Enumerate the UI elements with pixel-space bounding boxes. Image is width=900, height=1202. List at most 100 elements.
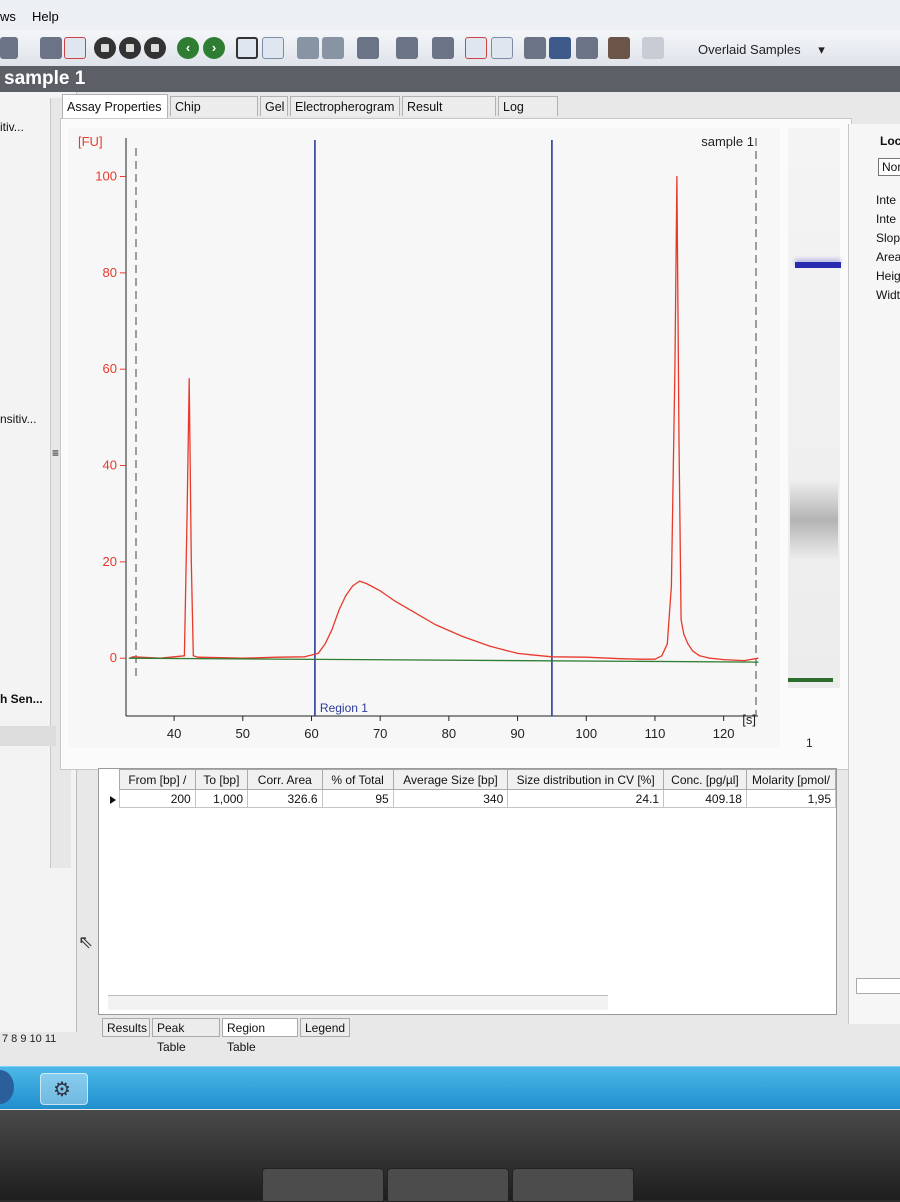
right-item-3: Slope bbox=[876, 231, 900, 245]
series-1-point-46 bbox=[743, 660, 745, 662]
series-line-2 bbox=[129, 657, 759, 663]
col-corr-area[interactable]: Corr. Area bbox=[247, 769, 323, 790]
cell-percent-total: 95 bbox=[321, 789, 394, 808]
monitor-button-2[interactable] bbox=[387, 1168, 509, 1202]
left-selected-row[interactable] bbox=[0, 726, 56, 746]
left-item-3[interactable]: h Sen... bbox=[0, 692, 43, 706]
monitor-button-1[interactable] bbox=[262, 1168, 384, 1202]
overlaid-samples-label: Overlaid Samples bbox=[698, 42, 801, 57]
cell-from: 200 bbox=[119, 789, 196, 808]
y-tick-label-40: 40 bbox=[103, 458, 117, 473]
hand-tool-icon[interactable] bbox=[396, 37, 418, 59]
tab-assay-properties[interactable]: Assay Properties bbox=[62, 94, 168, 118]
cell-molarity: 1,95 bbox=[745, 789, 837, 808]
monitor-button-3[interactable] bbox=[512, 1168, 634, 1202]
left-item-2[interactable]: nsitiv... bbox=[0, 412, 37, 426]
tab-region-table[interactable]: Region Table bbox=[222, 1018, 298, 1054]
chip-icon[interactable] bbox=[549, 37, 571, 59]
pause-icon[interactable] bbox=[119, 37, 141, 59]
toolbar-electropherogram-icon[interactable] bbox=[64, 37, 86, 59]
sort-icon: / bbox=[183, 772, 187, 787]
series-1-point-12 bbox=[317, 652, 319, 655]
toolbar-app-icon[interactable] bbox=[0, 37, 18, 59]
tab-peak-table[interactable]: Peak Table bbox=[152, 1018, 220, 1054]
col-average-size[interactable]: Average Size [bp] bbox=[392, 769, 509, 790]
overlay-icon[interactable] bbox=[642, 37, 664, 59]
series-1-point-33 bbox=[661, 655, 663, 657]
y-axis-label: [FU] bbox=[78, 134, 103, 149]
tab-gel[interactable]: Gel bbox=[260, 96, 288, 116]
taskbar-app-icon[interactable] bbox=[40, 1073, 88, 1105]
x-tick-label-120: 120 bbox=[713, 726, 735, 741]
series-1-point-6 bbox=[190, 561, 192, 563]
tab-results[interactable]: Results bbox=[102, 1018, 150, 1037]
table-horizontal-scrollbar[interactable] bbox=[108, 995, 608, 1010]
overlaid-samples-dropdown[interactable]: Overlaid Samples ▾ bbox=[698, 42, 825, 58]
gel-lane-label: 1 bbox=[806, 736, 813, 750]
series-1-point-28 bbox=[551, 656, 553, 658]
col-concentration[interactable]: Conc. [pg/µl] bbox=[663, 769, 747, 790]
menu-windows[interactable]: ws bbox=[0, 9, 16, 24]
forward-arrow-icon[interactable]: › bbox=[203, 37, 225, 59]
region-table-grid: From [bp] / To [bp] Corr. Area % of Tota… bbox=[119, 769, 837, 808]
zoom-in-icon[interactable] bbox=[297, 37, 319, 59]
gel-upper-marker-band bbox=[795, 262, 841, 268]
series-1-point-14 bbox=[331, 628, 333, 630]
y-tick-label-80: 80 bbox=[103, 265, 117, 280]
table-row[interactable]: 200 1,000 326.6 95 340 24.1 409.18 1,95 bbox=[119, 789, 837, 808]
series-1-point-43 bbox=[699, 655, 701, 657]
area-icon[interactable] bbox=[491, 37, 513, 59]
region-marker-label-1: Region 1 bbox=[320, 701, 368, 715]
x-tick-label-60: 60 bbox=[304, 726, 318, 741]
y-tick-label-60: 60 bbox=[103, 361, 117, 376]
series-1-point-3 bbox=[183, 655, 185, 657]
left-item-1[interactable]: itiv... bbox=[0, 120, 24, 134]
series-1-point-10 bbox=[276, 656, 278, 658]
x-axis-label: [s] bbox=[742, 712, 756, 727]
right-item-6: Width bbox=[876, 288, 900, 302]
tab-legend[interactable]: Legend bbox=[300, 1018, 350, 1037]
y-tick-label-20: 20 bbox=[103, 554, 117, 569]
baseline-icon[interactable] bbox=[465, 37, 487, 59]
table-grid-icon[interactable] bbox=[524, 37, 546, 59]
electropherogram-chart[interactable]: 0 20 40 60 80 100 40 50 60 70 80 90 100 110 120 [FU] [s]… bbox=[68, 128, 780, 748]
series-1-point-42 bbox=[692, 650, 694, 652]
col-from[interactable]: From [bp] / bbox=[119, 769, 196, 790]
grid-view-icon[interactable] bbox=[262, 37, 284, 59]
series-1-point-7 bbox=[192, 655, 194, 657]
scroll-grip-icon[interactable]: ≡ bbox=[52, 446, 60, 460]
page-numbers[interactable]: 7 8 9 10 11 bbox=[2, 1033, 57, 1045]
toolbar-list-icon[interactable] bbox=[40, 37, 62, 59]
start-button-icon[interactable] bbox=[0, 1070, 14, 1104]
right-item-4: Area bbox=[876, 250, 900, 264]
series-1-point-4 bbox=[186, 513, 188, 515]
col-to[interactable]: To [bp] bbox=[194, 769, 249, 790]
tab-result-flagging[interactable]: Result Flagging bbox=[402, 96, 496, 134]
right-panel-scrollbar[interactable] bbox=[856, 978, 900, 994]
back-arrow-icon[interactable]: ‹ bbox=[177, 37, 199, 59]
col-percent-total[interactable]: % of Total bbox=[321, 769, 394, 790]
eraser-icon[interactable] bbox=[432, 37, 454, 59]
tab-log-book[interactable]: Log Book bbox=[498, 96, 558, 134]
peak-tool-icon[interactable] bbox=[357, 37, 379, 59]
x-tick-label-110: 110 bbox=[645, 726, 666, 741]
col-molarity[interactable]: Molarity [pmol/ bbox=[745, 769, 837, 790]
export-icon[interactable] bbox=[576, 37, 598, 59]
zoom-reset-icon[interactable] bbox=[322, 37, 344, 59]
settings-icon[interactable] bbox=[608, 37, 630, 59]
series-1-point-22 bbox=[413, 611, 416, 613]
stop-icon[interactable] bbox=[144, 37, 166, 59]
play-icon[interactable] bbox=[94, 37, 116, 59]
cell-to: 1,000 bbox=[194, 789, 249, 808]
col-size-distribution[interactable]: Size distribution in CV [%] bbox=[507, 769, 665, 790]
series-1-point-37 bbox=[676, 175, 678, 178]
taskbar bbox=[0, 1066, 900, 1109]
tab-chip-summary[interactable]: Chip Summary bbox=[170, 96, 258, 134]
tab-electropherogram[interactable]: Electropherogram bbox=[290, 96, 400, 116]
right-panel bbox=[848, 124, 900, 1024]
single-view-icon[interactable] bbox=[236, 37, 258, 59]
right-panel-dropdown[interactable]: Nor bbox=[878, 158, 900, 176]
series-1-point-41 bbox=[687, 643, 689, 645]
menu-help[interactable]: Help bbox=[32, 9, 59, 24]
series-1-point-25 bbox=[489, 645, 491, 647]
